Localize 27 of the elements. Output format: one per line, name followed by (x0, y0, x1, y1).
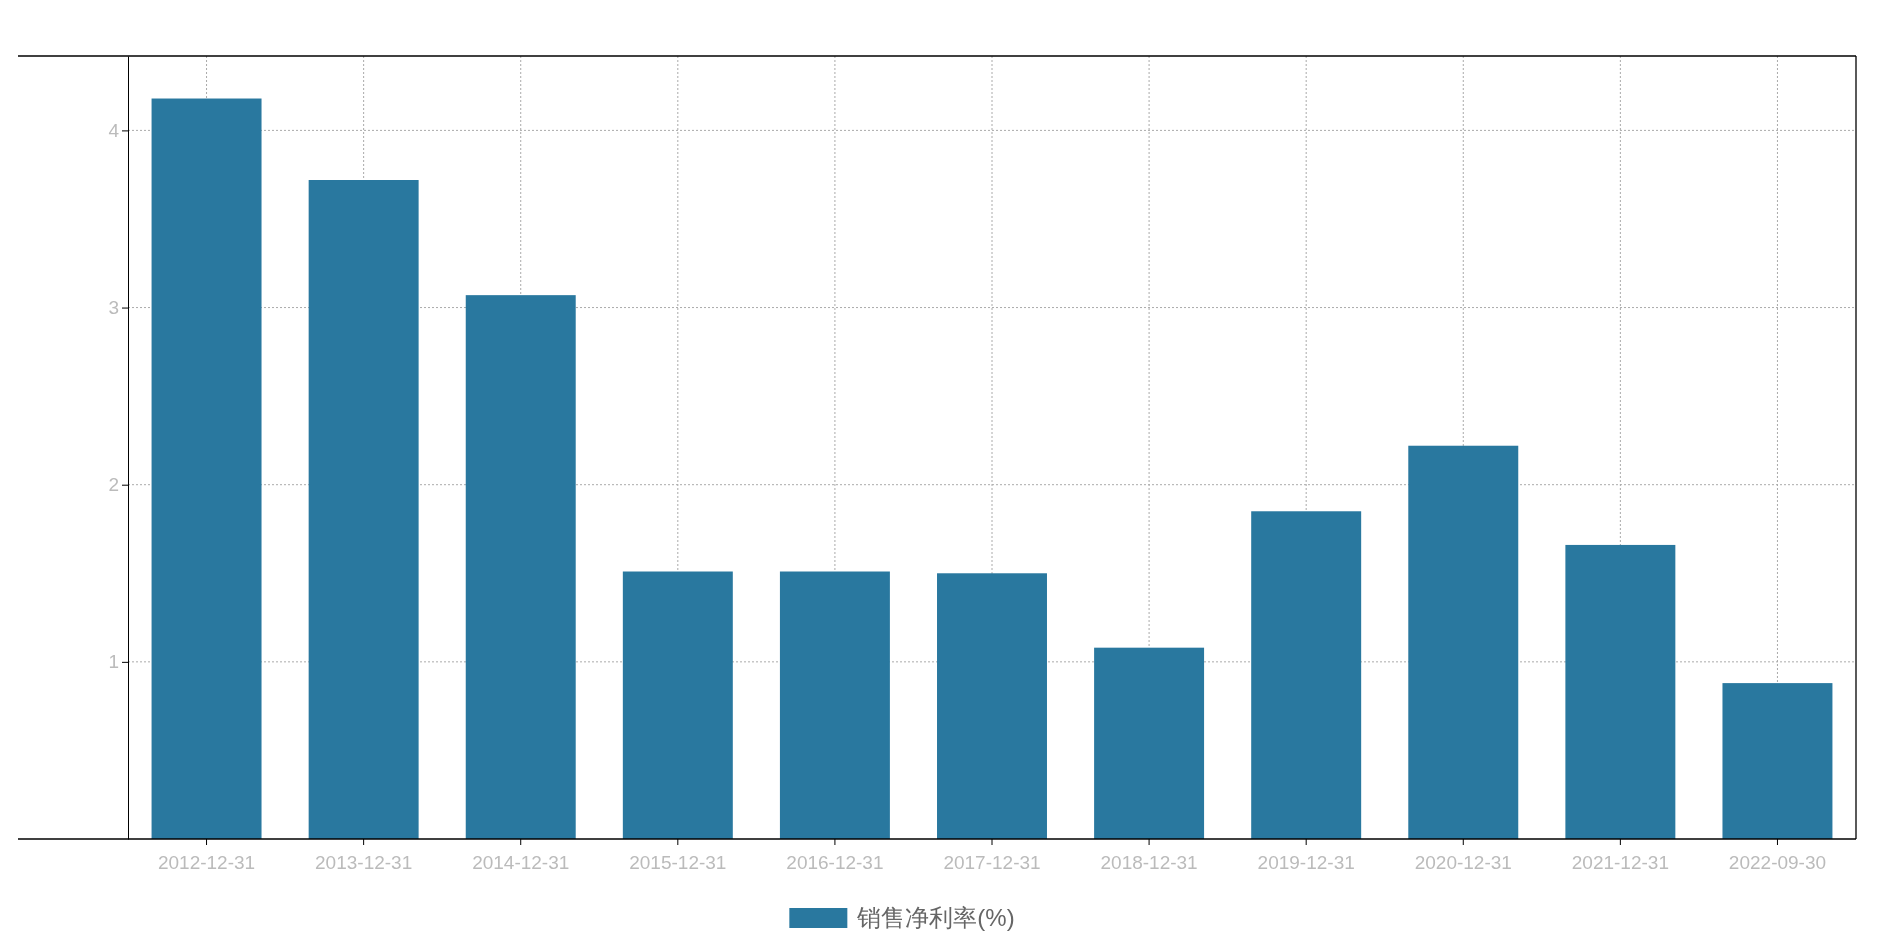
x-tick-label: 2018-12-31 (1100, 851, 1198, 873)
bar (937, 573, 1047, 839)
bar (1408, 445, 1519, 839)
bar (1565, 544, 1676, 839)
x-tick-label: 2015-12-31 (629, 851, 727, 873)
y-tick-label: 1 (108, 651, 119, 673)
y-tick-label: 2 (108, 474, 119, 496)
bar (1094, 647, 1205, 839)
y-tick-label: 4 (108, 119, 120, 141)
x-tick-label: 2013-12-31 (315, 851, 413, 873)
x-tick-label: 2014-12-31 (472, 851, 570, 873)
x-tick-label: 2020-12-31 (1414, 851, 1512, 873)
bar (779, 571, 890, 839)
x-tick-label: 2012-12-31 (157, 851, 256, 873)
x-tick-label: 2021-12-31 (1571, 851, 1669, 873)
x-tick-label: 2022-09-30 (1728, 851, 1827, 873)
x-tick-label: 2019-12-31 (1257, 851, 1355, 873)
bar (1722, 683, 1833, 839)
legend-label: 销售净利率(%) (856, 904, 1015, 931)
bar (151, 98, 262, 839)
bar (1251, 511, 1362, 839)
x-tick-label: 2017-12-31 (943, 851, 1041, 873)
x-tick-label: 2016-12-31 (786, 851, 884, 873)
bar (308, 180, 419, 839)
bar (622, 571, 733, 839)
bar (465, 295, 576, 839)
y-tick-label: 3 (108, 297, 119, 319)
